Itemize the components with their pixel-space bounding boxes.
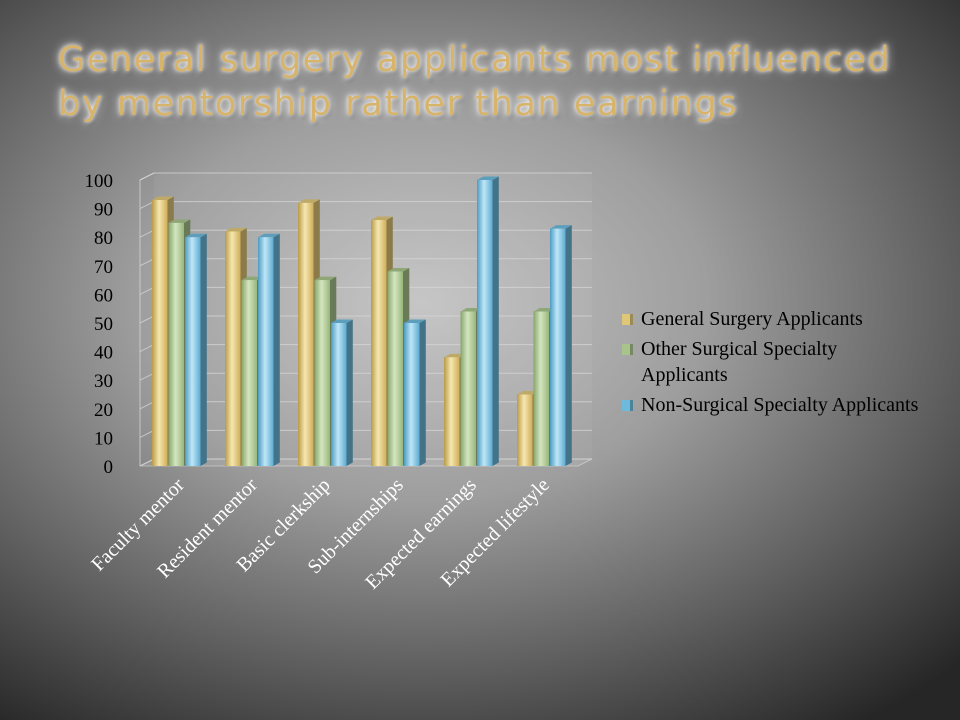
bar (404, 319, 426, 466)
legend-item: Other Surgical Specialty Applicants (622, 336, 922, 388)
bar-front (404, 323, 420, 466)
bar-front (371, 220, 387, 466)
bar-front (387, 271, 403, 466)
bar-side (200, 233, 207, 466)
bar-top (258, 233, 280, 238)
legend-swatch (622, 314, 633, 325)
y-tick-label: 30 (94, 371, 113, 392)
bar-front (241, 280, 257, 466)
bar-top (225, 227, 247, 232)
bar-side (419, 319, 426, 466)
bar-top (298, 199, 320, 203)
bar-top (477, 176, 499, 180)
bar-top (550, 225, 572, 229)
bar-front (444, 357, 460, 466)
bar-top (314, 276, 337, 281)
bar-top (404, 319, 426, 323)
legend-label: Non-Surgical Specialty Applicants (641, 394, 919, 416)
bar (550, 225, 572, 466)
bar-top (168, 219, 191, 223)
bar-front (258, 237, 274, 466)
bar-top (533, 308, 556, 312)
bar-top (331, 319, 353, 323)
bar-front (168, 222, 184, 466)
bar-top (517, 391, 539, 395)
legend-swatch (622, 344, 633, 355)
bar (185, 233, 207, 466)
bar-side (492, 176, 499, 466)
legend-swatch (622, 400, 633, 411)
bar-front (331, 323, 347, 466)
bar-top (387, 268, 410, 272)
y-tick-label: 40 (94, 343, 113, 364)
bar (477, 176, 499, 466)
chart-legend: General Surgery Applicants Other Surgical… (622, 306, 922, 422)
legend-item: General Surgery Applicants (622, 306, 922, 332)
chart-bars (152, 176, 572, 466)
bar-front (314, 280, 330, 466)
bar-front (517, 394, 533, 466)
bar (331, 319, 353, 466)
y-tick-label: 60 (94, 285, 113, 306)
y-tick-label: 90 (94, 200, 113, 221)
bar (258, 233, 280, 466)
bar-front (460, 311, 476, 466)
legend-item: Non-Surgical Specialty Applicants (622, 392, 922, 418)
bar-front (152, 200, 168, 466)
y-tick-label: 80 (94, 228, 113, 249)
bar-front (225, 231, 241, 466)
y-tick-label: 10 (94, 428, 113, 449)
y-axis (139, 172, 155, 466)
bar-top (371, 216, 393, 221)
bar-front (533, 311, 549, 466)
legend-label: Other Surgical Specialty Applicants (641, 338, 838, 386)
bar-side (273, 233, 280, 466)
y-tick-label: 0 (104, 457, 114, 478)
y-tick-label: 20 (94, 400, 113, 421)
bar-front (185, 237, 201, 466)
bar-front (550, 228, 566, 466)
bar-side (565, 225, 572, 466)
bar-top (444, 353, 466, 358)
bar-top (185, 233, 207, 238)
bar-front (298, 202, 314, 466)
bar-top (152, 196, 174, 201)
slide-title: General surgery applicants most influenc… (58, 40, 892, 124)
bar-front (477, 180, 493, 466)
bar-side (346, 319, 353, 466)
legend-label: General Surgery Applicants (641, 308, 863, 330)
bar-top (460, 308, 483, 312)
y-tick-label: 100 (85, 171, 114, 192)
y-tick-label: 50 (94, 314, 113, 335)
bar-top (241, 276, 264, 281)
y-tick-label: 70 (94, 257, 113, 278)
